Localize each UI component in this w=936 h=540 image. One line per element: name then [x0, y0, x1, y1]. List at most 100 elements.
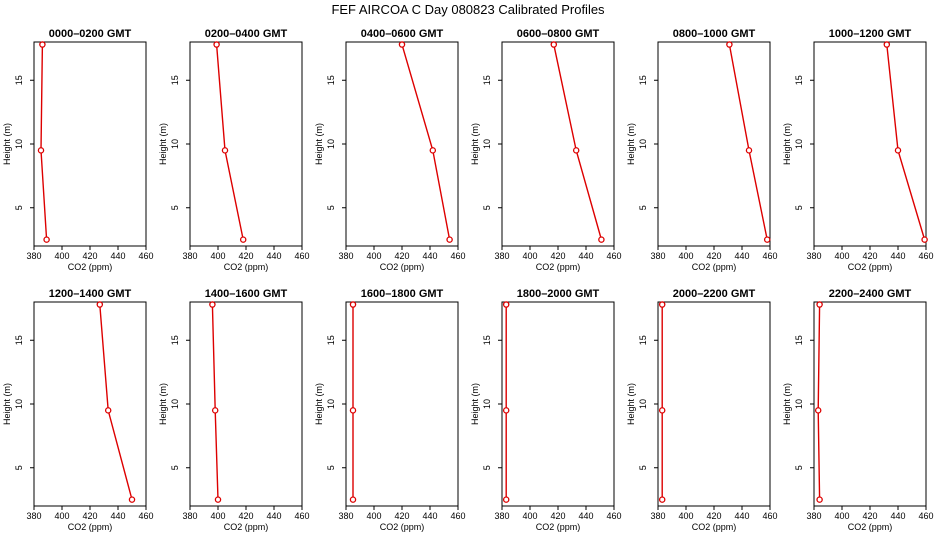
data-point [658, 496, 666, 503]
panel-title: 1400–1600 GMT [205, 288, 288, 300]
profile-panel: 1800–2000 GMT 380 400 420 440 460 CO2 (ppm) 5 10… [470, 288, 622, 532]
y-tick-label: 5 [170, 465, 180, 470]
data-point [398, 41, 406, 48]
plot-frame [657, 301, 771, 507]
data-point [214, 496, 222, 503]
x-tick-label: 440 [266, 511, 281, 521]
x-tick-label: 420 [862, 251, 877, 261]
plot-frame [501, 301, 615, 507]
y-axis-label: Height (m) [470, 123, 480, 165]
data-point [745, 147, 753, 154]
x-axis-label: CO2 (ppm) [848, 262, 893, 272]
data-point [814, 407, 822, 414]
panel-title: 0800–1000 GMT [673, 28, 756, 40]
y-axis-label: Height (m) [2, 123, 12, 165]
y-tick-label: 10 [326, 139, 336, 149]
x-tick-label: 380 [650, 511, 665, 521]
profile-line [215, 44, 244, 240]
y-tick-label: 10 [482, 139, 492, 149]
data-point [446, 236, 453, 243]
x-tick-label: 440 [266, 251, 281, 261]
plot-frame [33, 301, 147, 507]
x-tick-label: 460 [450, 251, 465, 261]
panel-title: 1000–1200 GMT [829, 28, 912, 40]
panel-title: 1800–2000 GMT [517, 288, 600, 300]
y-axis-label: Height (m) [314, 383, 324, 425]
y-axis-label: Height (m) [2, 383, 12, 425]
y-tick-label: 10 [170, 399, 180, 409]
x-tick-label: 460 [294, 511, 309, 521]
y-tick-label: 5 [14, 205, 24, 210]
y-tick-label: 5 [638, 205, 648, 210]
x-axis-label: CO2 (ppm) [68, 262, 113, 272]
x-tick-label: 400 [366, 251, 381, 261]
y-tick-label: 5 [794, 205, 804, 210]
panel-title: 1200–1400 GMT [49, 288, 132, 300]
y-tick-label: 5 [170, 205, 180, 210]
data-point [209, 301, 216, 308]
x-tick-label: 440 [578, 511, 593, 521]
data-point [349, 496, 357, 503]
x-tick-label: 420 [394, 511, 409, 521]
data-point [429, 147, 437, 154]
profile-panel: 0400–0600 GMT 380 400 420 440 460 CO2 (ppm) 5 10… [314, 28, 466, 272]
y-axis-label: Height (m) [782, 383, 792, 425]
y-tick-label: 15 [170, 75, 180, 85]
data-point [211, 407, 219, 414]
data-point [221, 147, 229, 154]
y-tick-label: 15 [794, 335, 804, 345]
plot-frame [33, 41, 147, 247]
profile-panel: 1200–1400 GMT 380 400 420 440 460 CO2 (ppm) 5 10… [2, 288, 154, 532]
profile-line [40, 44, 48, 240]
profile-panel: 0200–0400 GMT 380 400 420 440 460 CO2 (ppm) 5 10… [158, 28, 310, 272]
x-tick-label: 400 [366, 511, 381, 521]
data-point [43, 236, 50, 243]
panel-title: 0200–0400 GMT [205, 28, 288, 40]
x-tick-label: 420 [82, 251, 97, 261]
data-point [104, 407, 112, 414]
data-point [239, 236, 247, 243]
data-point [883, 41, 891, 48]
data-point [726, 41, 733, 48]
data-point [816, 496, 823, 503]
profile-panel: 0600–0800 GMT 380 400 420 440 460 CO2 (ppm) 5 10… [470, 28, 622, 272]
x-tick-label: 380 [182, 251, 197, 261]
x-tick-label: 380 [806, 511, 821, 521]
y-tick-label: 15 [14, 75, 24, 85]
x-tick-label: 400 [522, 511, 537, 521]
x-axis-label: CO2 (ppm) [692, 522, 737, 532]
x-tick-label: 440 [890, 251, 905, 261]
y-tick-label: 10 [794, 399, 804, 409]
panel-title: 0600–0800 GMT [517, 28, 600, 40]
x-tick-label: 400 [834, 511, 849, 521]
data-point [39, 41, 46, 48]
plot-frame [189, 41, 303, 247]
x-axis-label: CO2 (ppm) [380, 522, 425, 532]
x-tick-label: 400 [210, 511, 225, 521]
panel-title: 0400–0600 GMT [361, 28, 444, 40]
y-tick-label: 15 [14, 335, 24, 345]
y-tick-label: 15 [794, 75, 804, 85]
x-tick-label: 380 [494, 511, 509, 521]
plot-frame [501, 41, 615, 247]
x-axis-label: CO2 (ppm) [224, 522, 269, 532]
x-tick-label: 440 [422, 251, 437, 261]
y-axis-label: Height (m) [314, 123, 324, 165]
x-tick-label: 440 [578, 251, 593, 261]
panel-title: 1600–1800 GMT [361, 288, 444, 300]
data-point [921, 236, 928, 243]
x-tick-label: 460 [138, 251, 153, 261]
y-axis-label: Height (m) [158, 383, 168, 425]
data-point [96, 301, 104, 308]
profile-line [211, 304, 219, 500]
y-tick-label: 5 [482, 205, 492, 210]
x-axis-label: CO2 (ppm) [536, 262, 581, 272]
y-tick-label: 5 [794, 465, 804, 470]
data-point [894, 147, 902, 154]
x-tick-label: 460 [918, 511, 933, 521]
x-axis-label: CO2 (ppm) [536, 522, 581, 532]
y-tick-label: 5 [482, 465, 492, 470]
x-tick-label: 460 [138, 511, 153, 521]
x-tick-label: 420 [550, 251, 565, 261]
